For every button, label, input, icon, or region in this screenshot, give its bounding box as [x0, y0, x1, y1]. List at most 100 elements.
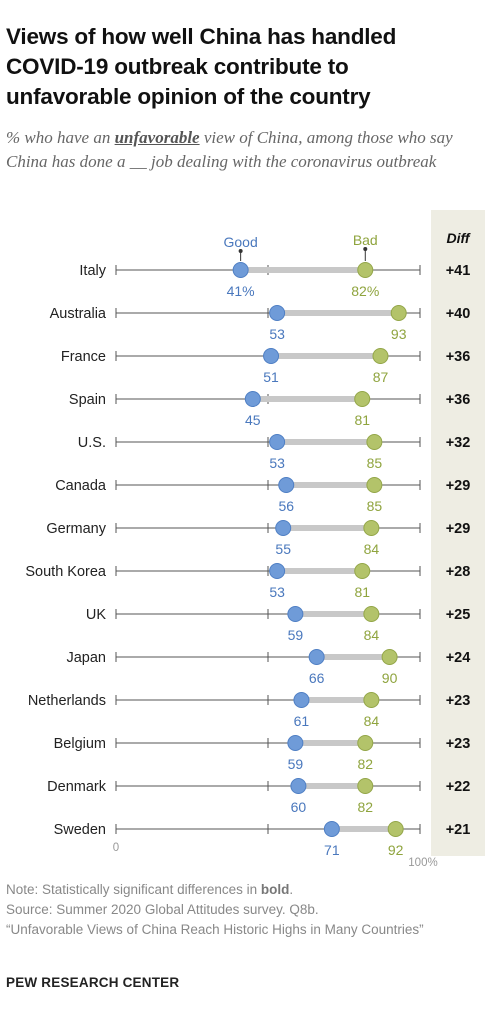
- subtitle-pre: % who have an: [6, 128, 115, 147]
- dot-chart: Diff Good Bad Italy 41% 82% +41 Australia 53 93 +4…: [25, 210, 485, 869]
- footer-notes: Note: Statistically significant differen…: [6, 880, 476, 940]
- bad-dot-uk: [363, 606, 380, 622]
- good-dot-germany: [275, 520, 292, 536]
- diff-value-u-s-: +32: [446, 435, 471, 451]
- country-label-belgium: Belgium: [54, 736, 106, 752]
- bad-dot-denmark: [357, 778, 374, 794]
- bad-dot-germany: [363, 520, 380, 536]
- country-label-france: France: [61, 349, 106, 365]
- country-label-spain: Spain: [69, 392, 106, 408]
- good-dot-italy: [232, 262, 249, 278]
- legend-good-dot: [238, 249, 243, 253]
- good-value-belgium: 59: [288, 756, 304, 772]
- good-dot-canada: [278, 477, 295, 493]
- report-line: “Unfavorable Views of China Reach Histor…: [6, 922, 424, 937]
- country-label-canada: Canada: [55, 478, 107, 494]
- bad-value-sweden: 92: [388, 842, 404, 858]
- good-dot-u-s-: [269, 434, 286, 450]
- country-label-japan: Japan: [66, 650, 106, 666]
- diff-value-australia: +40: [446, 306, 471, 322]
- subtitle-key: unfavorable: [114, 128, 200, 147]
- good-value-spain: 45: [245, 412, 261, 428]
- axis-max-label: 100%: [408, 857, 437, 869]
- diff-value-japan: +24: [446, 650, 471, 666]
- diff-value-germany: +29: [446, 521, 471, 537]
- good-dot-uk: [287, 606, 304, 622]
- good-value-australia: 53: [269, 326, 285, 342]
- good-value-u-s-: 53: [269, 455, 285, 471]
- good-dot-sweden: [323, 821, 340, 837]
- country-label-germany: Germany: [46, 521, 106, 537]
- bad-dot-sweden: [387, 821, 404, 837]
- good-dot-japan: [308, 649, 325, 665]
- good-value-germany: 55: [275, 541, 291, 557]
- good-value-netherlands: 61: [294, 713, 310, 729]
- good-dot-spain: [244, 391, 261, 407]
- chart-subtitle: % who have an unfavorable view of China,…: [6, 126, 486, 174]
- country-label-australia: Australia: [50, 306, 107, 322]
- bad-dot-italy: [357, 262, 374, 278]
- good-dot-belgium: [287, 735, 304, 751]
- bad-value-denmark: 82: [357, 799, 373, 815]
- country-label-sweden: Sweden: [54, 822, 106, 838]
- bad-value-uk: 84: [364, 627, 380, 643]
- bad-dot-spain: [354, 391, 371, 407]
- good-value-italy: 41%: [227, 283, 255, 299]
- bad-value-u-s-: 85: [367, 455, 383, 471]
- diff-value-denmark: +22: [446, 779, 471, 795]
- diff-value-spain: +36: [446, 392, 471, 408]
- country-label-netherlands: Netherlands: [28, 693, 106, 709]
- bad-dot-south-korea: [354, 563, 371, 579]
- good-value-france: 51: [263, 369, 279, 385]
- bad-dot-netherlands: [363, 692, 380, 708]
- bad-value-australia: 93: [391, 326, 407, 342]
- chart-title: Views of how well China has handled COVI…: [6, 24, 397, 109]
- bad-value-south-korea: 81: [354, 584, 370, 600]
- diff-value-belgium: +23: [446, 736, 471, 752]
- bad-dot-belgium: [357, 735, 374, 751]
- good-value-canada: 56: [278, 498, 294, 514]
- diff-value-italy: +41: [446, 263, 471, 279]
- good-dot-australia: [269, 305, 286, 321]
- diff-column-bg: [431, 210, 485, 856]
- bad-value-france: 87: [373, 369, 389, 385]
- bad-dot-u-s-: [366, 434, 383, 450]
- diff-value-uk: +25: [446, 607, 471, 623]
- note-text: Note: Statistically significant differen…: [6, 882, 261, 897]
- bad-dot-australia: [390, 305, 407, 321]
- note-bold: bold: [260, 882, 290, 897]
- legend-good: Good: [224, 234, 258, 250]
- diff-value-south-korea: +28: [446, 564, 471, 580]
- diff-header: Diff: [446, 230, 470, 246]
- country-label-uk: UK: [86, 607, 106, 623]
- good-dot-netherlands: [293, 692, 310, 708]
- good-value-denmark: 60: [291, 799, 307, 815]
- country-label-south-korea: South Korea: [25, 564, 107, 580]
- bad-value-belgium: 82: [357, 756, 373, 772]
- source-line: Source: Summer 2020 Global Attitudes sur…: [6, 902, 319, 917]
- legend-bad-dot: [363, 247, 368, 251]
- good-value-japan: 66: [309, 670, 325, 686]
- good-value-sweden: 71: [324, 842, 340, 858]
- country-label-italy: Italy: [79, 263, 106, 279]
- bad-value-italy: 82%: [351, 283, 379, 299]
- good-value-uk: 59: [288, 627, 304, 643]
- good-dot-south-korea: [269, 563, 286, 579]
- note-end: .: [289, 882, 294, 897]
- legend-bad: Bad: [353, 232, 378, 248]
- bad-dot-france: [372, 348, 389, 364]
- bad-value-spain: 81: [354, 412, 370, 428]
- good-dot-france: [263, 348, 280, 364]
- note-line: Note: Statistically significant differen…: [6, 880, 476, 900]
- good-dot-denmark: [290, 778, 307, 794]
- good-value-south-korea: 53: [269, 584, 285, 600]
- bad-value-canada: 85: [367, 498, 383, 514]
- axis-min-label: 0: [113, 842, 119, 854]
- diff-value-france: +36: [446, 349, 471, 365]
- bad-dot-canada: [366, 477, 383, 493]
- subtitle-post: view of China, among those who say China…: [6, 128, 453, 171]
- bad-value-germany: 84: [364, 541, 380, 557]
- country-label-u-s-: U.S.: [78, 435, 106, 451]
- diff-value-sweden: +21: [446, 822, 471, 838]
- country-label-denmark: Denmark: [47, 779, 107, 795]
